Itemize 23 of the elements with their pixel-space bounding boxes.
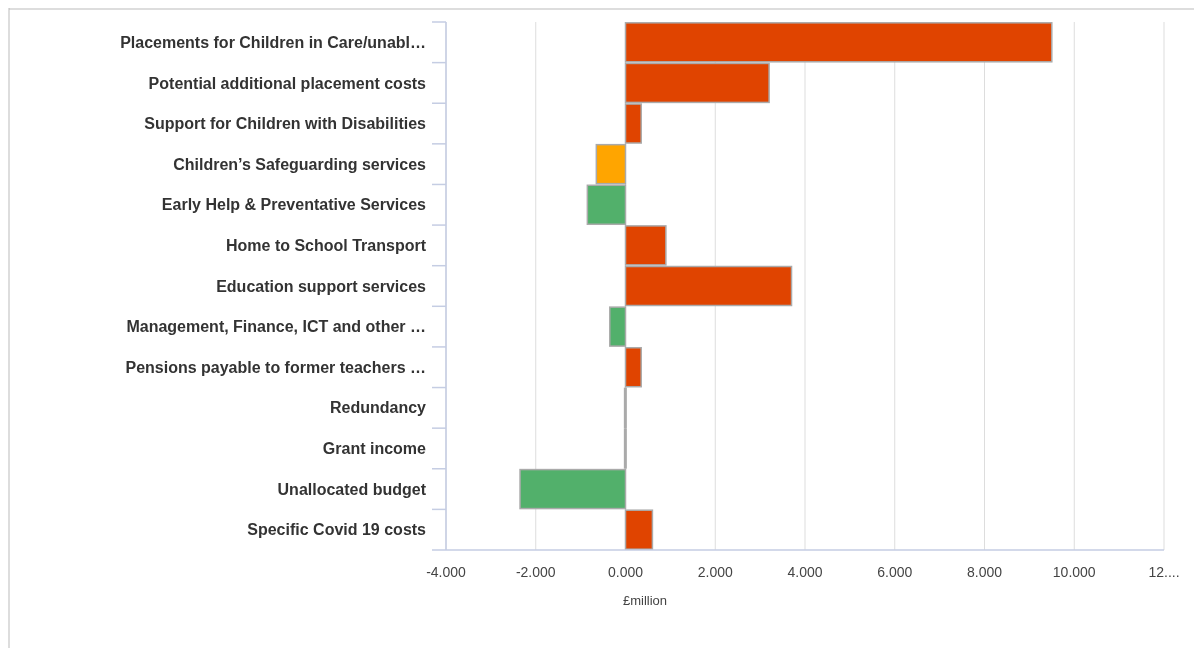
y-tick-label: Potential additional placement costs bbox=[148, 74, 427, 92]
x-tick-label: 12.... bbox=[1148, 564, 1180, 580]
y-tick-label: Redundancy bbox=[329, 399, 427, 417]
y-tick-label: Placements for Children in Care/unabl… bbox=[120, 33, 426, 51]
x-tick-label: 0.000 bbox=[607, 564, 644, 580]
y-tick-label: Education support services bbox=[216, 277, 427, 295]
x-axis-title: £million bbox=[622, 593, 668, 608]
y-tick-label: Unallocated budget bbox=[277, 480, 427, 498]
x-tick-label: 4.000 bbox=[787, 564, 823, 580]
x-tick-label: 8.000 bbox=[966, 564, 1003, 580]
x-tick-label: 10.000 bbox=[1052, 564, 1096, 580]
y-tick-label: Home to School Transport bbox=[225, 236, 427, 254]
y-tick-label: Management, Finance, ICT and other … bbox=[126, 318, 426, 336]
x-tick-label: 6.000 bbox=[877, 564, 913, 580]
y-tick-label: Pensions payable to former teachers … bbox=[125, 358, 426, 376]
x-tick-label: -4.000 bbox=[426, 564, 467, 580]
y-tick-label: Early Help & Preventative Services bbox=[161, 196, 427, 214]
x-tick-label: -2.000 bbox=[515, 564, 556, 580]
x-tick-label: 2.000 bbox=[697, 564, 733, 580]
y-tick-label: Grant income bbox=[322, 440, 427, 458]
y-tick-label: Specific Covid 19 costs bbox=[247, 521, 427, 539]
y-tick-label: Children’s Safeguarding services bbox=[173, 155, 427, 173]
y-tick-label: Support for Children with Disabilities bbox=[144, 115, 427, 133]
